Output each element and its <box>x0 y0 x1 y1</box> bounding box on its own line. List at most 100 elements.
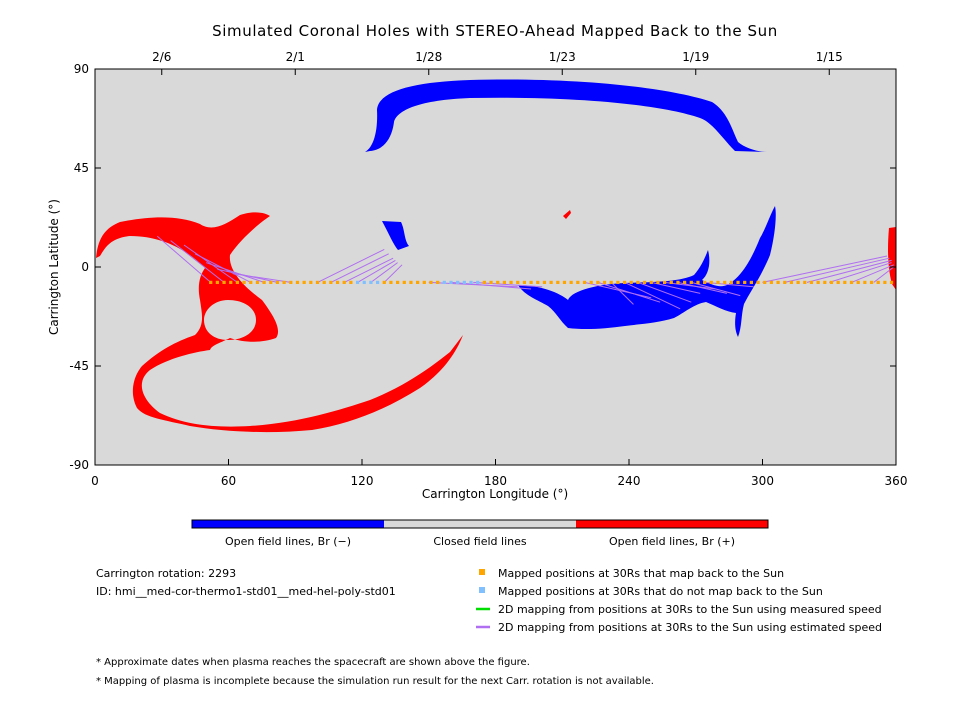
mapped-position-point <box>389 280 393 284</box>
mapped-position-point <box>482 280 486 284</box>
x-tick-label: 300 <box>751 474 774 488</box>
colorbar-segment-0 <box>192 520 384 528</box>
mapping-line-0 <box>156 235 212 283</box>
mapped-position-point <box>609 280 613 284</box>
mapped-position-point <box>569 280 573 284</box>
mapped-position-point <box>315 280 320 284</box>
mapped-position-point <box>536 280 540 284</box>
mapped-position-point <box>616 280 620 284</box>
mapped-position-point <box>562 280 567 284</box>
top-date-tick-label: 1/23 <box>549 50 576 64</box>
mapped-position-point <box>215 280 219 284</box>
mapped-position-point <box>282 280 286 284</box>
mapped-position-point <box>335 280 340 284</box>
mapping-line-16 <box>584 281 652 299</box>
top-date-tick-label: 1/28 <box>415 50 442 64</box>
axes: 0 60 120 180 240 300 360 -90 -45 0 45 90 2/6 2/1 1/28 1… <box>69 50 907 488</box>
mapped-position-point <box>849 280 854 284</box>
unmapped-position-point <box>442 280 446 284</box>
mapping-line-28 <box>806 259 892 283</box>
mapped-position-point <box>549 280 553 284</box>
mapped-position-point <box>516 280 520 284</box>
mapped-position-point <box>209 280 213 284</box>
mapping-line-18 <box>610 282 634 305</box>
mapped-position-point <box>589 280 593 284</box>
y-tick-label: 0 <box>81 260 89 274</box>
unmapped-position-point <box>355 280 360 284</box>
mapped-position-point <box>769 280 773 284</box>
negative-hole-southeast <box>518 206 776 337</box>
mapping-line-11 <box>370 262 398 283</box>
unmapped-position-point <box>462 280 466 284</box>
mapped-position-point <box>222 280 226 284</box>
unmapped-position-point <box>375 280 380 284</box>
mapped-position-point <box>275 280 280 284</box>
mapped-position-point <box>656 280 660 284</box>
mapping-line-21 <box>651 281 701 294</box>
mapped-position-point <box>489 280 493 284</box>
legend-marker-0 <box>479 569 485 575</box>
mapped-position-point <box>409 280 413 284</box>
coronal-hole-regions <box>96 79 896 433</box>
mapped-position-point <box>529 280 533 284</box>
mapped-position-point <box>856 280 860 284</box>
mapping-line-26 <box>762 255 888 283</box>
x-tick-label: 360 <box>885 474 908 488</box>
negative-hole-north-arc <box>365 79 767 152</box>
mapped-position-point <box>676 280 680 284</box>
colorbar-frame <box>191 519 769 529</box>
y-tick-label: 45 <box>74 161 89 175</box>
mapping-line-4 <box>206 262 265 283</box>
mapping-line-20 <box>637 281 692 303</box>
mapped-position-point <box>382 280 386 284</box>
mapped-position-point <box>809 280 814 284</box>
mapped-position-point <box>723 280 727 284</box>
legend-label-2: 2D mapping from positions at 30Rs to the… <box>498 603 882 616</box>
mapped-position-point <box>869 280 874 284</box>
mapping-line-1 <box>170 240 225 283</box>
y-tick-label: -90 <box>69 458 89 472</box>
mapping-line-8 <box>330 253 389 283</box>
positive-hole-east-edge <box>888 227 896 290</box>
positive-hole-small <box>563 210 571 219</box>
mapped-position-point <box>576 280 580 284</box>
colorbar-segment-2 <box>576 520 768 528</box>
mapped-position-point <box>743 280 747 284</box>
mapping-line-29 <box>829 262 892 283</box>
mapped-position-point <box>342 280 346 284</box>
mapped-positions <box>209 280 894 284</box>
mapped-position-point <box>883 280 887 284</box>
colorbar-segment-1 <box>384 520 576 528</box>
mapping-line-22 <box>664 281 716 290</box>
top-date-tick-label: 1/15 <box>816 50 843 64</box>
mapped-position-point <box>789 280 794 284</box>
unmapped-position-point <box>369 280 373 284</box>
mapped-position-point <box>556 280 560 284</box>
x-tick-label: 240 <box>618 474 641 488</box>
colorbar: Open field lines, Br (−) Closed field lin… <box>191 519 769 548</box>
unmapped-position-point <box>449 280 453 284</box>
x-tick-label: 180 <box>484 474 507 488</box>
x-tick-label: 0 <box>91 474 99 488</box>
mapped-position-point <box>776 280 780 284</box>
mapped-position-point <box>756 280 760 284</box>
legend-marker-1 <box>479 587 485 593</box>
mapped-position-point <box>622 280 627 284</box>
colorbar-label-2: Open field lines, Br (+) <box>609 535 735 548</box>
mapping-line-31 <box>873 266 895 283</box>
mapping-line-9 <box>343 257 394 283</box>
legend: Mapped positions at 30Rs that map back t… <box>476 567 882 634</box>
mapped-position-point <box>502 280 506 284</box>
mapped-position-point <box>416 280 420 284</box>
positive-hole-southwest <box>96 212 463 433</box>
mapped-position-point <box>636 280 640 284</box>
colorbar-label-1: Closed field lines <box>433 535 527 548</box>
mapped-position-point <box>422 280 426 284</box>
mapped-position-point <box>763 280 767 284</box>
mapped-position-point <box>663 280 667 284</box>
plot-area <box>94 68 897 466</box>
mapped-position-point <box>229 280 233 284</box>
mapped-position-point <box>235 280 239 284</box>
colorbar-label-0: Open field lines, Br (−) <box>225 535 351 548</box>
